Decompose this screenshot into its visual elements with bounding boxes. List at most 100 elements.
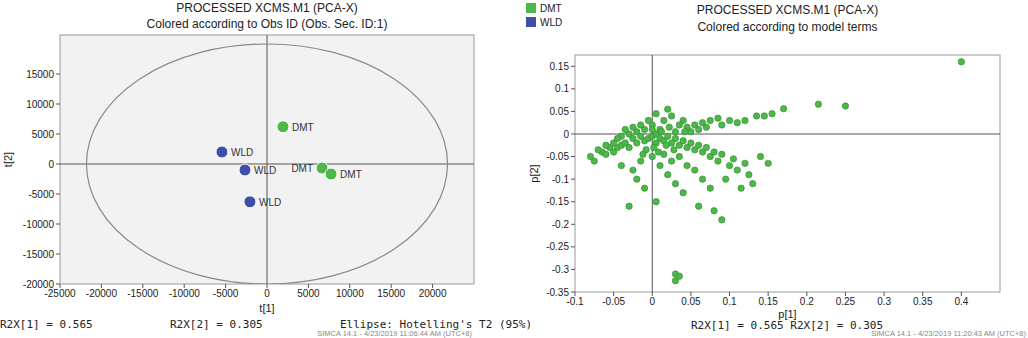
point — [707, 117, 713, 123]
point — [672, 135, 678, 141]
point — [958, 59, 964, 65]
y-tick-label: -0.1 — [552, 174, 570, 185]
legend-label: DMT — [540, 3, 562, 14]
y-tick — [571, 292, 575, 293]
point — [645, 117, 651, 123]
point — [688, 140, 694, 146]
x-tick-label: 0.05 — [681, 296, 701, 307]
y-tick — [571, 111, 575, 112]
x-tick-label: 10000 — [336, 288, 364, 299]
point — [216, 146, 228, 158]
y-tick — [56, 104, 60, 105]
point — [719, 217, 725, 223]
plot-area — [60, 35, 474, 284]
point — [603, 151, 609, 157]
point — [653, 199, 659, 205]
point — [761, 113, 767, 119]
y-tick — [56, 254, 60, 255]
title: PROCESSED XCMS.M1 (PCA-X) — [697, 3, 878, 17]
point — [676, 153, 682, 159]
x-tick-label: -15000 — [127, 288, 159, 299]
point — [676, 273, 682, 279]
point — [750, 180, 756, 186]
y-tick — [571, 156, 575, 157]
point — [587, 153, 593, 159]
y-tick-label: -20000 — [23, 279, 55, 290]
point — [726, 162, 732, 168]
footer-text: R2X[2] = 0.305 — [170, 318, 263, 331]
zero-line-x — [267, 35, 268, 284]
point — [622, 126, 628, 132]
point — [649, 126, 655, 132]
point — [672, 129, 678, 135]
point — [757, 153, 763, 159]
point — [630, 124, 636, 130]
point — [665, 106, 671, 112]
point — [657, 162, 663, 168]
point — [595, 147, 601, 153]
point — [680, 189, 686, 195]
x-tick-label: 0.15 — [758, 296, 778, 307]
y-tick-label: -0.05 — [546, 151, 569, 162]
point-label: DMT — [291, 163, 313, 174]
y-tick-label: -0.35 — [546, 287, 569, 298]
y-tick — [571, 201, 575, 202]
y-tick — [571, 179, 575, 180]
point — [672, 180, 678, 186]
point — [244, 196, 256, 208]
point — [634, 176, 640, 182]
y-tick — [56, 134, 60, 135]
footer-text: R2X[1] = 0.565 R2X[2] = 0.305 — [691, 319, 883, 332]
y-tick — [571, 269, 575, 270]
point — [666, 124, 672, 130]
point — [684, 162, 690, 168]
y-tick — [56, 164, 60, 165]
x-tick-label: -0.05 — [602, 296, 625, 307]
point — [239, 164, 251, 176]
subtitle: Colored according to model terms — [697, 20, 877, 34]
zero-line-x — [652, 55, 653, 292]
y-tick — [571, 246, 575, 247]
point — [722, 176, 728, 182]
point — [719, 122, 725, 128]
y-tick-label: 15000 — [26, 69, 54, 80]
point — [658, 129, 664, 135]
plot-frame — [575, 55, 1000, 292]
y-tick-label: -5000 — [28, 189, 54, 200]
y-tick — [56, 74, 60, 75]
figure: PROCESSED XCMS.M1 (PCA-X) Colored accordi… — [0, 0, 1028, 338]
point — [769, 110, 775, 116]
point — [715, 158, 721, 164]
y-tick-label: -0.15 — [546, 196, 569, 207]
title: PROCESSED XCMS.M1 (PCA-X) — [176, 1, 357, 15]
point — [626, 203, 632, 209]
point — [726, 117, 732, 123]
plot-frame — [60, 35, 474, 284]
legend-label: WLD — [540, 17, 562, 28]
panel: PROCESSED XCMS.M1 (PCA-X) Colored accordi… — [528, 3, 1026, 338]
point — [655, 149, 661, 155]
point — [703, 144, 709, 150]
x-tick-label: -0.1 — [566, 296, 584, 307]
point — [699, 120, 705, 126]
point — [734, 120, 740, 126]
point — [637, 122, 643, 128]
x-tick-label: 20000 — [419, 288, 447, 299]
x-tick-label: 15000 — [377, 288, 405, 299]
software-stamp: SIMCA 14.1 - 4/23/2019 11:20:43 AM (UTC+… — [871, 329, 1026, 338]
y-tick — [56, 224, 60, 225]
x-axis-label: t[1] — [259, 302, 274, 314]
point-label: DMT — [340, 169, 362, 180]
y-tick-label: -15000 — [23, 249, 55, 260]
subtitle: Colored according to Obs ID (Obs. Sec. I… — [147, 17, 388, 31]
y-tick — [56, 284, 60, 285]
x-tick-label: 0.25 — [836, 296, 856, 307]
point — [676, 122, 682, 128]
point — [692, 122, 698, 128]
point — [680, 138, 686, 144]
point — [780, 106, 786, 112]
y-tick — [571, 134, 575, 135]
x-tick-label: 0.4 — [954, 296, 968, 307]
y-tick-label: 0 — [48, 159, 54, 170]
point — [665, 133, 671, 139]
